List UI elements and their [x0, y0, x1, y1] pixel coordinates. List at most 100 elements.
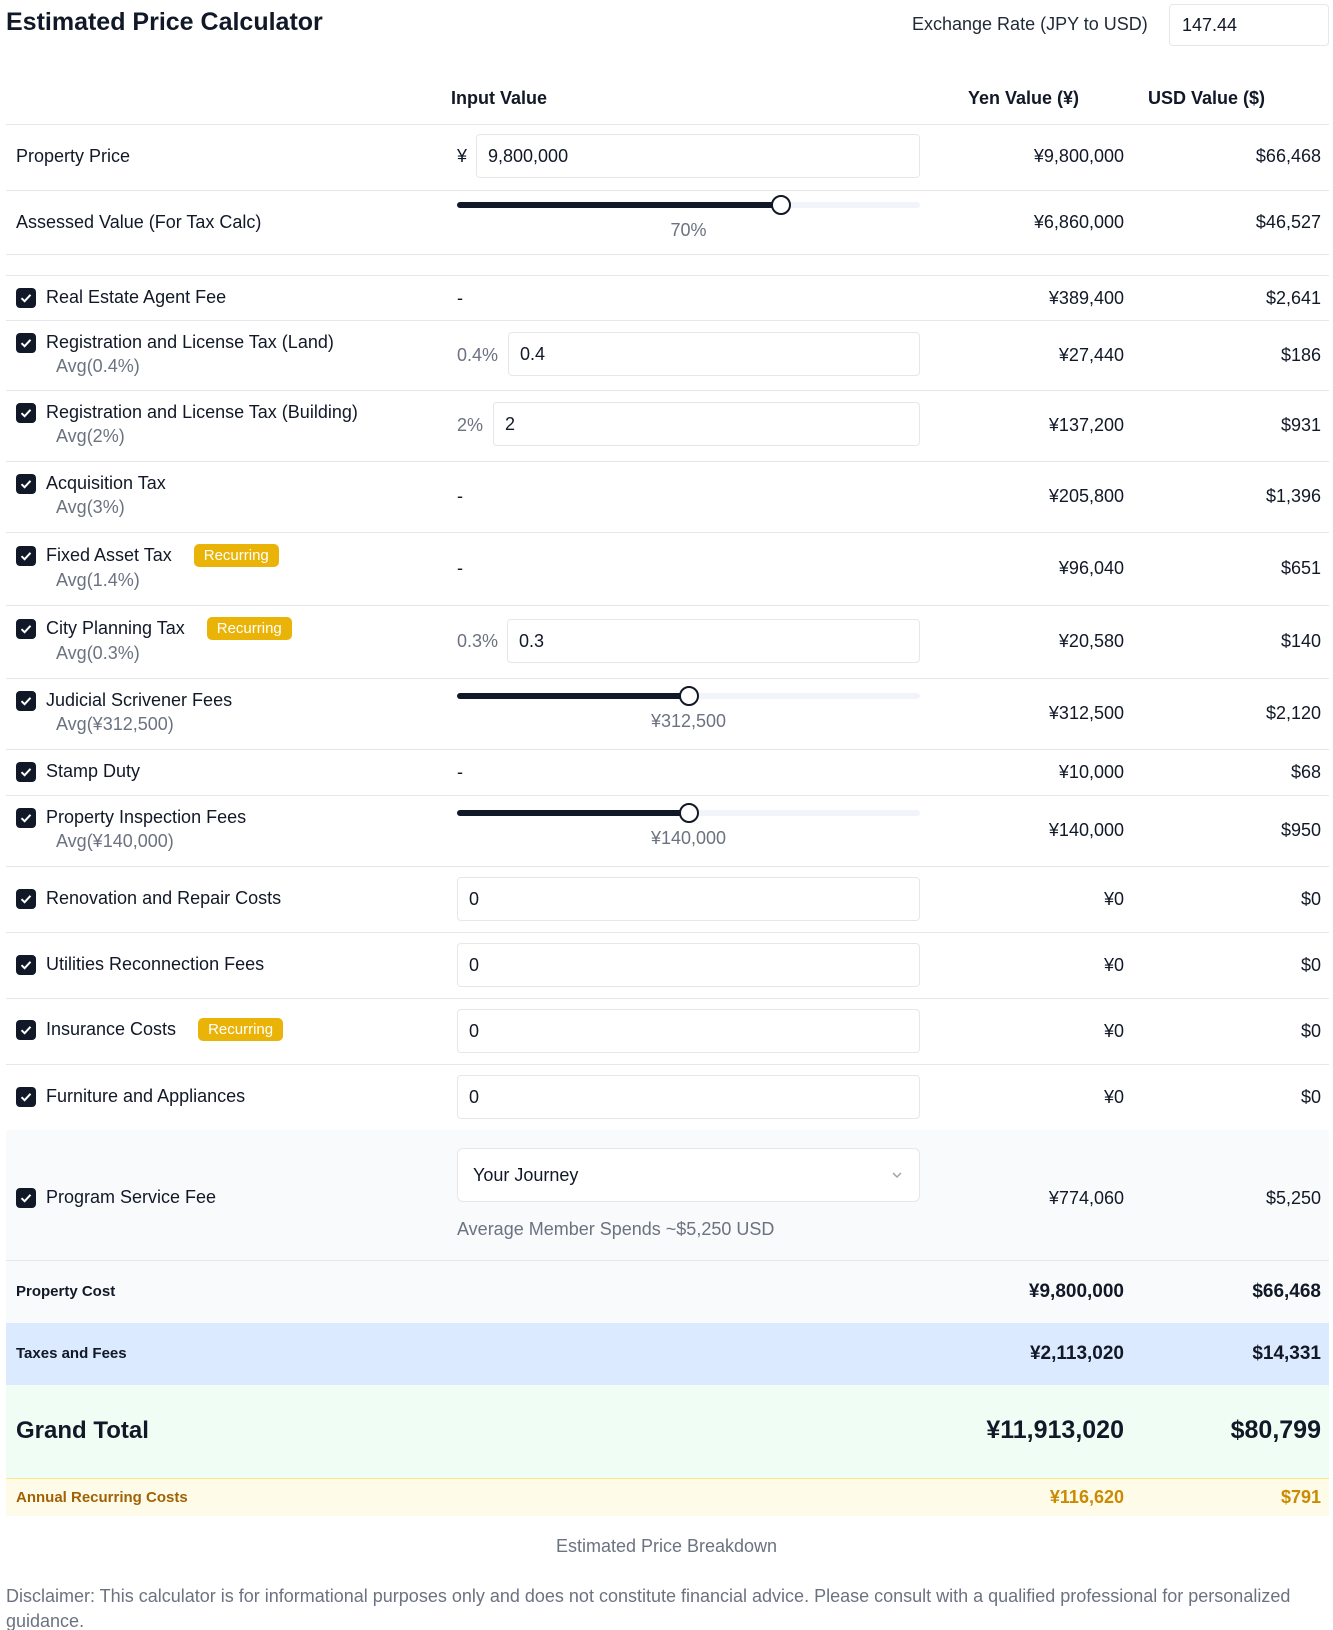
divider	[6, 124, 1329, 125]
stamp-checkbox[interactable]	[16, 761, 36, 782]
fixed-asset-checkbox[interactable]	[16, 545, 36, 566]
row-registration-land: Registration and License Tax (Land) Avg(…	[6, 320, 1329, 390]
furniture-checkbox[interactable]	[16, 1086, 36, 1107]
agent-fee-input: -	[457, 288, 463, 308]
judicial-label: Judicial Scrivener Fees	[46, 690, 233, 710]
check-icon	[20, 479, 32, 489]
reg-land-usd: $186	[1280, 345, 1321, 365]
check-icon	[20, 696, 32, 706]
inspection-label-group: Property Inspection Fees	[16, 807, 246, 828]
utilities-yen: ¥0	[1103, 955, 1124, 975]
reg-land-label-group: Registration and License Tax (Land)	[16, 332, 334, 353]
city-planning-input[interactable]: 0.3	[507, 619, 920, 663]
reg-building-yen: ¥137,200	[1048, 415, 1124, 435]
renovation-checkbox[interactable]	[16, 888, 36, 909]
reg-building-label: Registration and License Tax (Building)	[46, 402, 358, 422]
inspection-label: Property Inspection Fees	[46, 807, 247, 827]
slider-thumb[interactable]	[678, 803, 699, 823]
insurance-label-group: Insurance Costs Recurring	[16, 1018, 284, 1041]
renovation-label: Renovation and Repair Costs	[46, 888, 282, 908]
row-program-service-fee: Program Service Fee Your Journey Average…	[6, 1130, 1329, 1260]
reg-building-checkbox[interactable]	[16, 402, 36, 423]
divider	[6, 932, 1329, 933]
row-registration-building: Registration and License Tax (Building) …	[6, 390, 1329, 461]
city-planning-usd: $140	[1280, 631, 1321, 651]
reg-land-yen: ¥27,440	[1058, 345, 1124, 365]
furniture-label: Furniture and Appliances	[46, 1086, 246, 1106]
program-checkbox[interactable]	[16, 1187, 36, 1208]
row-property-price: Property Price ¥ 9,800,000 ¥9,800,000 $6…	[6, 124, 1329, 190]
check-icon	[20, 338, 32, 348]
reg-land-checkbox[interactable]	[16, 332, 36, 353]
city-planning-checkbox[interactable]	[16, 618, 36, 639]
city-planning-yen: ¥20,580	[1058, 631, 1124, 651]
summary-grand-total: Grand Total ¥11,913,020 $80,799	[6, 1385, 1329, 1478]
summary-taxes-fees: Taxes and Fees ¥2,113,020 $14,331	[6, 1323, 1329, 1385]
grand-total-yen: ¥11,913,020	[986, 1416, 1124, 1444]
furniture-input[interactable]: 0	[457, 1075, 920, 1119]
assessed-value-usd: $46,527	[1255, 212, 1321, 232]
agent-fee-yen: ¥389,400	[1048, 288, 1124, 308]
furniture-label-group: Furniture and Appliances	[16, 1086, 245, 1107]
inspection-yen: ¥140,000	[1048, 820, 1124, 840]
journey-select-value: Your Journey	[473, 1165, 579, 1185]
insurance-usd: $0	[1300, 1021, 1321, 1041]
check-icon	[20, 813, 32, 823]
recurring-badge: Recurring	[193, 544, 279, 567]
insurance-yen: ¥0	[1103, 1021, 1124, 1041]
check-icon	[20, 1025, 32, 1035]
city-planning-percent: 0.3%	[457, 631, 499, 651]
row-judicial-scrivener: Judicial Scrivener Fees Avg(¥312,500) ¥3…	[6, 678, 1329, 749]
taxes-fees-label: Taxes and Fees	[16, 1345, 127, 1362]
reg-building-percent: 2%	[457, 415, 484, 435]
inspection-usd: $950	[1280, 820, 1321, 840]
check-icon	[20, 894, 32, 904]
stamp-label: Stamp Duty	[46, 761, 141, 781]
property-price-yen: ¥9,800,000	[1033, 146, 1124, 166]
city-planning-label: City Planning Tax	[46, 618, 185, 638]
property-price-input[interactable]: 9,800,000	[476, 134, 920, 178]
assessed-value-slider[interactable]	[457, 195, 920, 215]
slider-thumb[interactable]	[678, 686, 699, 706]
row-property-inspection: Property Inspection Fees Avg(¥140,000) ¥…	[6, 795, 1329, 866]
journey-select[interactable]: Your Journey	[457, 1148, 920, 1202]
utilities-label: Utilities Reconnection Fees	[46, 954, 265, 974]
row-city-planning-tax: City Planning Tax Recurring Avg(0.3%) 0.…	[6, 605, 1329, 678]
inspection-checkbox[interactable]	[16, 807, 36, 828]
insurance-checkbox[interactable]	[16, 1019, 36, 1040]
column-header-usd: USD Value ($)	[1147, 88, 1265, 108]
utilities-checkbox[interactable]	[16, 954, 36, 975]
reg-building-label-group: Registration and License Tax (Building)	[16, 402, 358, 423]
inspection-slider[interactable]	[457, 803, 920, 823]
check-icon	[20, 960, 32, 970]
row-utilities: Utilities Reconnection Fees 0 ¥0 $0	[6, 932, 1329, 998]
grand-total-label: Grand Total	[16, 1417, 149, 1444]
row-stamp-duty: Stamp Duty - ¥10,000 $68	[6, 749, 1329, 795]
renovation-usd: $0	[1300, 889, 1321, 909]
property-cost-label: Property Cost	[16, 1283, 116, 1300]
check-icon	[20, 767, 32, 777]
program-label: Program Service Fee	[46, 1187, 217, 1207]
utilities-label-group: Utilities Reconnection Fees	[16, 954, 264, 975]
judicial-slider[interactable]	[457, 686, 920, 706]
acquisition-yen: ¥205,800	[1048, 486, 1124, 506]
furniture-usd: $0	[1300, 1087, 1321, 1107]
slider-thumb[interactable]	[771, 195, 792, 215]
grand-total-usd: $80,799	[1230, 1416, 1321, 1444]
stamp-yen: ¥10,000	[1058, 762, 1124, 782]
check-icon	[20, 1193, 32, 1203]
acquisition-checkbox[interactable]	[16, 473, 36, 494]
reg-building-usd: $931	[1280, 415, 1321, 435]
agent-fee-checkbox[interactable]	[16, 287, 36, 308]
insurance-input[interactable]: 0	[457, 1009, 920, 1053]
reg-building-input[interactable]: 2	[493, 402, 920, 446]
utilities-input[interactable]: 0	[457, 943, 920, 987]
judicial-checkbox[interactable]	[16, 690, 36, 711]
city-planning-label-group: City Planning Tax Recurring	[16, 617, 292, 640]
taxes-fees-usd: $14,331	[1252, 1343, 1321, 1364]
renovation-input[interactable]: 0	[457, 877, 920, 921]
reg-land-input[interactable]: 0.4	[508, 332, 920, 376]
exchange-rate-input[interactable]	[1169, 4, 1329, 46]
divider	[6, 254, 1329, 255]
acquisition-label: Acquisition Tax	[46, 473, 166, 493]
